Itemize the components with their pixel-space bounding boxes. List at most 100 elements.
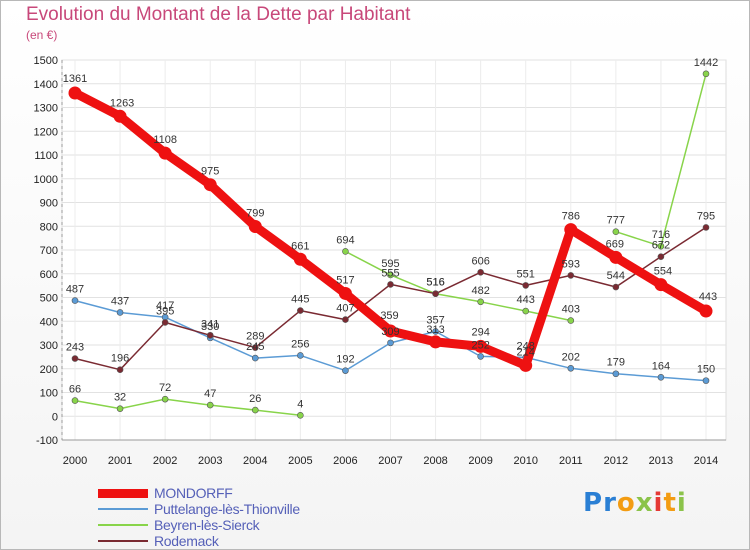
y-tick-label: 1200 (34, 126, 58, 138)
data-point (297, 307, 304, 314)
data-label: 516 (426, 277, 444, 289)
x-tick-label: 2002 (153, 455, 177, 467)
data-point (338, 286, 352, 300)
chart-subtitle: (en €) (26, 28, 58, 42)
series (68, 70, 713, 419)
data-point (116, 309, 124, 316)
data-label: 694 (336, 234, 354, 246)
data-label: 407 (336, 303, 354, 315)
data-label: 443 (699, 291, 717, 303)
legend-swatch-puttelange (98, 508, 148, 510)
data-label: 289 (246, 331, 264, 343)
data-point (702, 377, 710, 384)
data-point (203, 178, 217, 192)
data-label: 214 (517, 346, 535, 358)
data-label: 341 (201, 318, 219, 330)
data-label: 359 (380, 310, 398, 322)
data-point (384, 324, 397, 338)
y-tick-label: 800 (40, 221, 58, 233)
y-tick-label: 1500 (34, 55, 58, 67)
data-point (161, 395, 169, 403)
data-point (702, 224, 710, 231)
data-label: 357 (426, 314, 444, 326)
x-tick-label: 2009 (468, 455, 492, 467)
data-label: 487 (66, 284, 84, 296)
data-label: 716 (652, 229, 670, 241)
data-label: 243 (66, 342, 84, 354)
data-label: 1361 (63, 73, 87, 85)
data-point (612, 283, 620, 291)
data-point (612, 370, 620, 378)
chart-title: Evolution du Montant de la Dette par Hab… (26, 4, 411, 25)
data-label: 544 (607, 270, 625, 282)
data-point (113, 109, 127, 123)
data-label: 555 (381, 267, 399, 279)
data-label: 777 (607, 215, 625, 227)
data-point (297, 411, 304, 419)
data-point (248, 219, 262, 233)
legend-label-rodemack: Rodemack (154, 533, 219, 549)
y-tick-label: 200 (40, 364, 58, 376)
x-tick-label: 2007 (378, 455, 402, 467)
data-label: 606 (471, 255, 489, 267)
data-point (429, 335, 443, 349)
logo-letter: x (635, 488, 654, 518)
data-labels: 487 437 417 330 245 256 192 309 357 252 248 202 179 1… (63, 57, 718, 411)
data-label: 669 (606, 238, 624, 250)
data-label: 516 (426, 277, 444, 289)
data-label: 593 (562, 258, 580, 270)
data-point (654, 278, 668, 292)
data-label: 256 (291, 338, 309, 350)
data-label: 245 (246, 341, 264, 353)
logo-letter: r (603, 488, 617, 518)
data-point (342, 248, 349, 255)
data-point (432, 328, 439, 335)
data-label: 47 (204, 388, 216, 400)
data-point (477, 298, 484, 306)
y-tick-label: 900 (40, 198, 58, 210)
data-label: 179 (607, 357, 625, 369)
data-point (657, 373, 665, 381)
legend-swatch-beyren (98, 524, 148, 526)
y-tick-label: 1100 (34, 150, 58, 162)
y-tick-label: 1400 (34, 79, 58, 91)
logo-letter: o (616, 488, 636, 518)
data-label: 202 (562, 351, 580, 363)
data-point (567, 317, 575, 324)
y-tick-label: 1000 (34, 174, 58, 186)
data-point (71, 297, 79, 304)
data-label: 554 (654, 266, 672, 278)
data-point (657, 253, 665, 260)
legend-label-beyren: Beyren-lès-Sierck (154, 517, 260, 533)
data-point (432, 290, 439, 298)
y-tick-label: 700 (40, 245, 58, 257)
data-label: 482 (471, 285, 489, 297)
data-point (71, 397, 79, 404)
chart-plot: -100 0 100 200 300 400 500 600 700 800 900 1000 1100… (34, 55, 727, 467)
logo-letter: i (653, 488, 664, 518)
y-tick-label: 1300 (34, 103, 58, 115)
data-label: 395 (156, 305, 174, 317)
data-point (342, 316, 349, 323)
data-point (251, 344, 259, 351)
data-point (297, 352, 304, 359)
data-point (567, 272, 575, 279)
proxiti-logo: Proxiti (583, 488, 687, 518)
data-point (251, 406, 259, 414)
data-label: 403 (562, 304, 580, 316)
y-tick-label: 300 (40, 340, 58, 352)
data-label: 417 (156, 300, 174, 312)
data-label: 975 (201, 166, 219, 178)
axes: -100 0 100 200 300 400 500 600 700 800 900 1000 1100… (34, 55, 726, 467)
data-point (342, 367, 349, 374)
x-tick-label: 2008 (423, 455, 447, 467)
data-label: 313 (426, 324, 444, 336)
y-tick-label: 400 (40, 316, 58, 328)
x-tick-label: 2010 (513, 455, 537, 467)
data-point (564, 223, 578, 237)
y-tick-label: 500 (40, 293, 58, 305)
logo-letter: i (676, 488, 687, 518)
x-tick-label: 2014 (694, 455, 718, 467)
data-label: 551 (517, 268, 535, 280)
x-tick-label: 2012 (604, 455, 628, 467)
